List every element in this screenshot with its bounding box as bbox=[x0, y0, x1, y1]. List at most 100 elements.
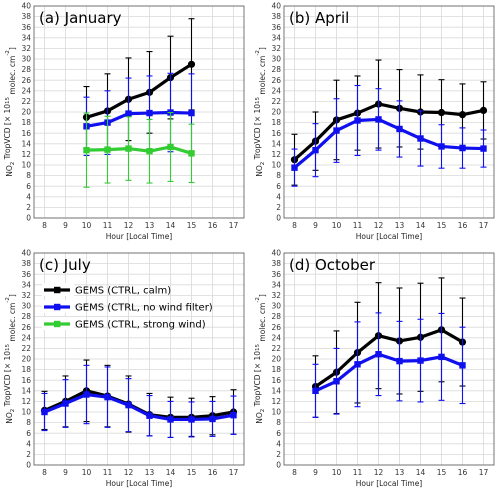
y-tick-label: 16 bbox=[271, 376, 281, 385]
panel-april: 8 9 10 11 12 13 14 15 16 170246810121416182022242… bbox=[253, 2, 495, 241]
y-tick-label: 0 bbox=[26, 214, 31, 223]
x-tick-label: 13 bbox=[145, 221, 155, 230]
y-tick-label: 8 bbox=[26, 171, 31, 180]
y-tick-label: 36 bbox=[21, 270, 31, 279]
legend-marker bbox=[54, 303, 61, 311]
data-point bbox=[437, 108, 446, 117]
y-tick-label: 2 bbox=[26, 450, 31, 459]
series-1 bbox=[311, 277, 467, 418]
y-tick-label: 38 bbox=[271, 259, 281, 268]
y-tick-label: 38 bbox=[21, 259, 31, 268]
data-point bbox=[188, 150, 195, 157]
y-tick-label: 18 bbox=[21, 365, 31, 374]
legend: GEMS (CTRL, calm) GEMS (CTRL, no wind fil… bbox=[42, 283, 213, 331]
plot-frame bbox=[33, 252, 245, 466]
x-tick-label: 16 bbox=[458, 221, 468, 230]
data-point bbox=[459, 362, 466, 369]
panel-october: 8 9 10 11 12 13 14 15 16 170246810121416182022242… bbox=[253, 249, 495, 488]
y-tick-label: 4 bbox=[26, 192, 31, 201]
data-point bbox=[438, 353, 445, 361]
x-tick-label: 8 bbox=[42, 221, 47, 230]
y-tick-label: 32 bbox=[271, 44, 281, 53]
y-tick-label: 26 bbox=[21, 323, 31, 332]
series-2 bbox=[291, 84, 487, 187]
legend-marker bbox=[54, 320, 61, 328]
data-point bbox=[188, 109, 195, 117]
y-tick-label: 14 bbox=[271, 139, 281, 148]
y-tick-label: 30 bbox=[271, 302, 281, 311]
y-tick-label: 16 bbox=[21, 129, 31, 138]
x-tick-label: 11 bbox=[103, 468, 113, 477]
y-tick-label: 32 bbox=[271, 291, 281, 300]
y-tick-label: 14 bbox=[21, 139, 31, 148]
y-tick-label: 34 bbox=[21, 280, 31, 289]
y-tick-label: 24 bbox=[21, 333, 31, 342]
x-tick-label: 17 bbox=[229, 468, 239, 477]
y-tick-label: 32 bbox=[21, 44, 31, 53]
series-line bbox=[43, 392, 234, 422]
y-tick-label: 40 bbox=[271, 249, 281, 258]
x-tick-label: 9 bbox=[63, 468, 68, 477]
data-point bbox=[375, 351, 382, 358]
x-tick-label: 14 bbox=[166, 468, 176, 477]
legend-label: GEMS (CTRL, calm) bbox=[75, 286, 171, 297]
y-tick-label: 8 bbox=[276, 171, 281, 180]
panel-title: (d) October bbox=[289, 256, 376, 274]
x-tick-label: 11 bbox=[353, 221, 363, 230]
y-tick-label: 8 bbox=[26, 418, 31, 427]
data-point bbox=[459, 144, 466, 152]
x-tick-label: 16 bbox=[208, 468, 218, 477]
data-point bbox=[146, 109, 153, 117]
series-line bbox=[86, 145, 192, 155]
series-line bbox=[293, 117, 484, 169]
x-tick-label: 9 bbox=[313, 468, 318, 477]
x-tick-label: 13 bbox=[395, 468, 405, 477]
data-point bbox=[396, 125, 403, 133]
y-tick-label: 34 bbox=[21, 33, 31, 42]
data-point bbox=[480, 145, 487, 152]
data-point bbox=[125, 401, 132, 409]
y-axis-label: NO2 TropVCD [× 1015 molec. cm-2] bbox=[253, 47, 267, 177]
data-point bbox=[417, 357, 424, 364]
y-tick-label: 6 bbox=[26, 182, 31, 191]
y-tick-label: 40 bbox=[21, 2, 31, 11]
y-tick-label: 30 bbox=[21, 55, 31, 64]
y-tick-label: 26 bbox=[271, 76, 281, 85]
x-tick-label: 13 bbox=[395, 221, 405, 230]
y-tick-label: 14 bbox=[21, 386, 31, 395]
x-tick-label: 15 bbox=[437, 468, 447, 477]
data-point bbox=[333, 127, 340, 134]
data-point bbox=[187, 60, 196, 68]
y-tick-label: 10 bbox=[21, 408, 31, 417]
y-tick-label: 4 bbox=[26, 439, 31, 448]
y-tick-label: 40 bbox=[21, 249, 31, 258]
x-tick-label: 12 bbox=[124, 221, 134, 230]
x-tick-label: 14 bbox=[416, 221, 426, 230]
x-tick-label: 14 bbox=[166, 221, 176, 230]
series-line bbox=[314, 352, 464, 393]
data-point bbox=[354, 361, 361, 368]
panel-title: (c) July bbox=[39, 256, 91, 274]
data-point bbox=[312, 387, 319, 394]
legend-label: GEMS (CTRL, no wind filter) bbox=[75, 303, 213, 314]
y-tick-label: 0 bbox=[276, 461, 281, 470]
y-tick-label: 2 bbox=[276, 450, 281, 459]
data-point bbox=[62, 400, 69, 407]
y-tick-label: 16 bbox=[271, 129, 281, 138]
data-point bbox=[375, 116, 382, 123]
x-tick-label: 10 bbox=[332, 468, 342, 477]
x-tick-label: 15 bbox=[437, 221, 447, 230]
series-line bbox=[86, 62, 193, 119]
y-tick-label: 12 bbox=[21, 150, 31, 159]
series-line bbox=[293, 102, 484, 161]
x-tick-label: 16 bbox=[208, 221, 218, 230]
y-tick-label: 24 bbox=[271, 333, 281, 342]
data-point bbox=[104, 393, 111, 401]
y-tick-label: 4 bbox=[276, 192, 281, 201]
y-tick-label: 22 bbox=[271, 97, 281, 106]
x-tick-label: 13 bbox=[145, 468, 155, 477]
y-tick-label: 28 bbox=[21, 65, 31, 74]
panel-july: 8 9 10 11 12 13 14 15 16 170246810121416182022242… bbox=[3, 249, 245, 488]
x-tick-label: 12 bbox=[374, 468, 384, 477]
